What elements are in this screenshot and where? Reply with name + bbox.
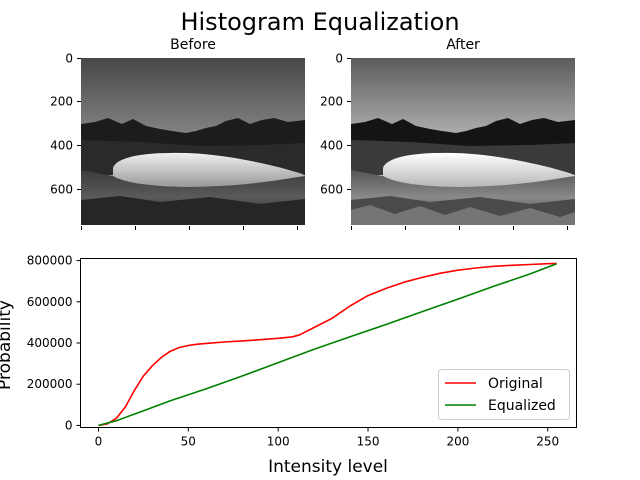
x-tick-label: 200	[446, 435, 469, 449]
y-axis-label: Probability	[0, 300, 15, 390]
y-axis: 0 200000 400000 600000 800000	[27, 254, 81, 432]
before-yaxis: 0 200 400 600	[50, 52, 81, 197]
x-tick-label: 150	[357, 435, 380, 449]
after-ytick-label: 400	[320, 139, 343, 153]
before-ytick-label: 200	[50, 95, 73, 109]
y-tick-label: 400000	[27, 336, 73, 350]
after-panel: After 0 200 400 600	[320, 37, 575, 230]
series-line-equalized	[98, 262, 557, 427]
x-axis-label: Intensity level	[268, 457, 388, 477]
before-ytick-label: 400	[50, 139, 73, 153]
y-tick-label: 0	[65, 418, 73, 432]
y-tick-label: 200000	[27, 377, 73, 391]
after-ytick-label: 600	[320, 183, 343, 197]
after-xaxis	[351, 226, 568, 230]
after-title: After	[446, 37, 480, 53]
legend-label-equalized: Equalized	[488, 398, 556, 414]
before-ytick-label: 0	[65, 52, 73, 66]
x-tick-label: 250	[536, 435, 559, 449]
figure-title: Histogram Equalization	[180, 8, 459, 36]
legend-box	[438, 369, 570, 420]
legend-label-original: Original	[488, 376, 543, 392]
after-ytick-label: 200	[320, 95, 343, 109]
x-tick-label: 0	[95, 435, 103, 449]
legend: Original Equalized	[438, 369, 570, 420]
x-tick-label: 50	[181, 435, 196, 449]
before-xaxis	[81, 226, 298, 230]
before-title: Before	[170, 37, 216, 53]
after-yaxis: 0 200 400 600	[320, 52, 351, 197]
before-panel: Before 0 200 400 600	[50, 37, 305, 230]
after-image	[351, 58, 575, 225]
cdf-chart: 0 50 100 150 200 250 0 200000 400000 600000 80000…	[0, 254, 577, 477]
y-tick-label: 800000	[27, 254, 73, 268]
series-line-original	[98, 262, 557, 427]
x-axis: 0 50 100 150 200 250	[95, 427, 559, 449]
before-image	[81, 58, 305, 225]
after-ytick-label: 0	[335, 52, 343, 66]
y-tick-label: 600000	[27, 295, 73, 309]
series-lines	[98, 262, 557, 427]
x-tick-label: 100	[267, 435, 290, 449]
before-ytick-label: 600	[50, 183, 73, 197]
